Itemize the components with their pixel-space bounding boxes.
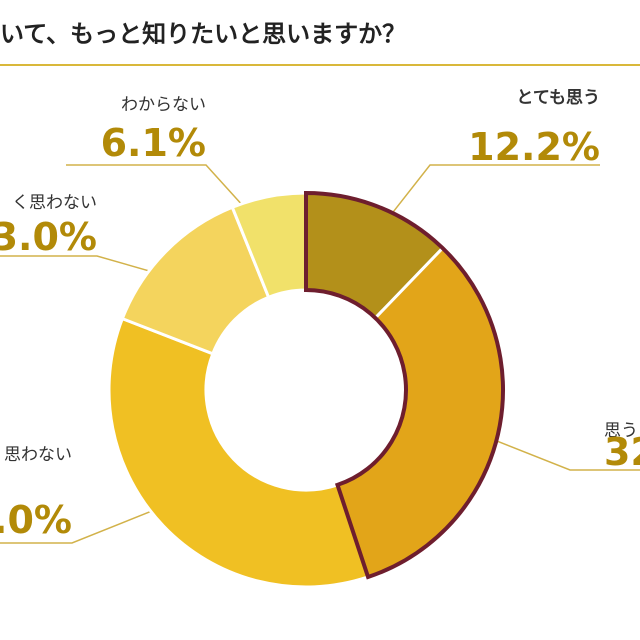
donut-slice-3 bbox=[107, 316, 370, 589]
slice-value-2: 32 bbox=[604, 430, 640, 474]
slice-label-2: 思う bbox=[604, 421, 638, 441]
highlight-outline-group bbox=[304, 190, 505, 580]
chart-title: いて、もっと知りたいと思いますか？ bbox=[0, 20, 407, 48]
slice-value-3: .0% bbox=[0, 498, 72, 542]
title-divider bbox=[0, 64, 640, 66]
slice-label-4: く思わない bbox=[12, 193, 97, 213]
slice-value-5: 6.1% bbox=[101, 121, 206, 165]
slice-value-4: 3.0% bbox=[0, 215, 97, 259]
slice-value-1: 12.2% bbox=[468, 125, 600, 169]
slice-label-5: わからない bbox=[121, 95, 206, 115]
slice-label-3: 思わない bbox=[4, 445, 72, 465]
slice-label-1: とても思う bbox=[516, 88, 600, 108]
highlight-outline bbox=[304, 190, 505, 580]
